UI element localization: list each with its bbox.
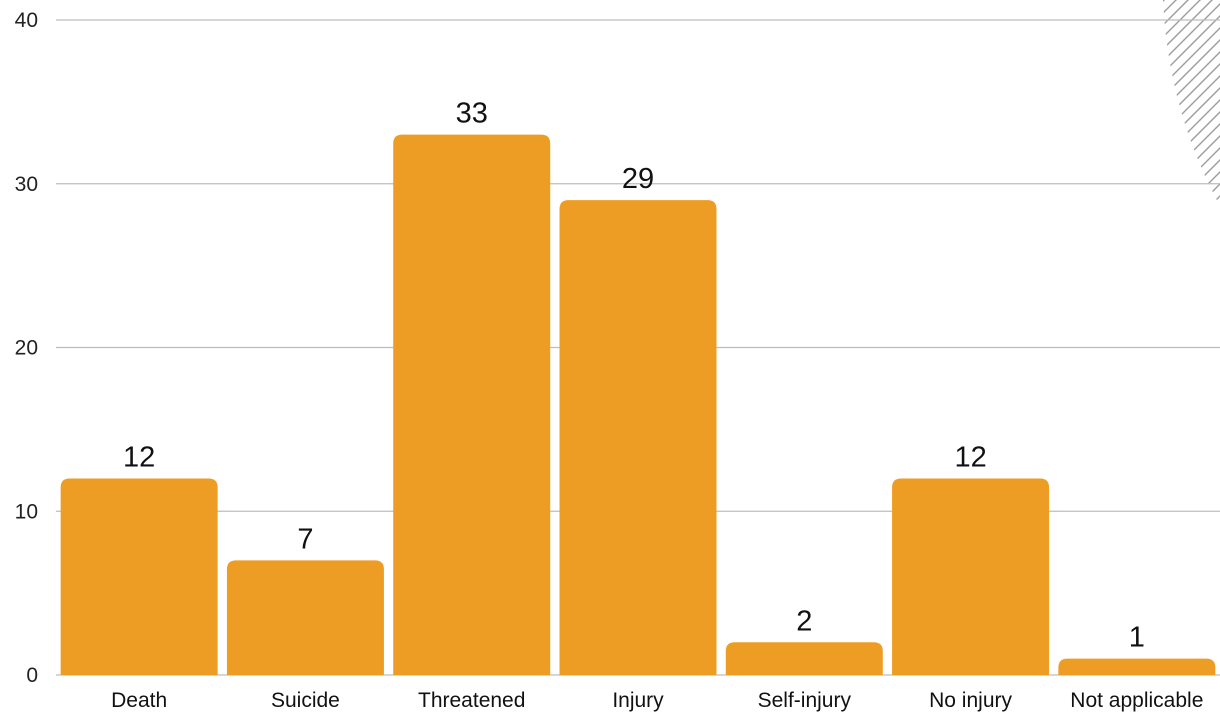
hatch-line xyxy=(1163,0,1220,206)
x-tick-label: No injury xyxy=(929,689,1012,712)
hatch-line xyxy=(1163,0,1220,206)
hatch-decoration xyxy=(920,0,1220,220)
hatch-line xyxy=(1171,0,1220,206)
hatch-line xyxy=(1163,0,1220,206)
x-tick-label: Injury xyxy=(612,689,664,712)
hatch-line xyxy=(1163,0,1211,206)
data-label: 1 xyxy=(1129,622,1145,654)
hatch-line xyxy=(1163,0,1220,206)
x-tick-label: Not applicable xyxy=(1070,689,1203,712)
hatch-line xyxy=(1163,0,1220,206)
data-label: 2 xyxy=(796,605,812,637)
hatch-line xyxy=(1163,0,1220,206)
y-tick-label: 40 xyxy=(15,9,38,32)
data-label: 12 xyxy=(123,442,155,474)
hatch-line xyxy=(920,0,1150,220)
bar xyxy=(60,478,218,675)
hatch-line xyxy=(1163,0,1220,206)
data-label: 12 xyxy=(954,442,986,474)
x-tick-label: Death xyxy=(111,689,167,712)
data-label: 7 xyxy=(297,523,313,555)
hatch-line xyxy=(1163,0,1220,206)
y-tick-label: 10 xyxy=(15,500,38,523)
y-tick-label: 0 xyxy=(26,664,38,687)
hatch-line xyxy=(1163,0,1175,206)
x-tick-label: Threatened xyxy=(418,689,525,712)
hatch-line xyxy=(932,0,1162,220)
bar xyxy=(1058,658,1216,675)
hatch-line xyxy=(1163,0,1187,206)
bar xyxy=(393,134,551,675)
bar xyxy=(725,642,883,675)
x-axis-tick-labels: Death Suicide Threatened Injury Self-injury N… xyxy=(111,689,1203,712)
x-tick-label: Self-injury xyxy=(758,689,852,712)
data-label: 33 xyxy=(456,98,488,130)
bar xyxy=(559,200,717,675)
hatch-line xyxy=(1163,0,1220,206)
bars xyxy=(60,134,1216,675)
hatch-line xyxy=(1163,0,1220,206)
hatch-line xyxy=(1163,0,1220,206)
data-labels: 12 7 33 29 2 12 1 xyxy=(123,98,1145,654)
bar xyxy=(892,478,1050,675)
y-tick-label: 30 xyxy=(15,173,38,196)
data-label: 29 xyxy=(622,163,654,195)
x-tick-label: Suicide xyxy=(271,689,340,712)
y-tick-label: 20 xyxy=(15,337,38,360)
hatch-line xyxy=(1163,0,1199,206)
bar xyxy=(226,560,384,675)
y-axis-tick-labels: 0 10 20 30 40 xyxy=(15,9,38,687)
hatch-line xyxy=(1163,0,1220,206)
